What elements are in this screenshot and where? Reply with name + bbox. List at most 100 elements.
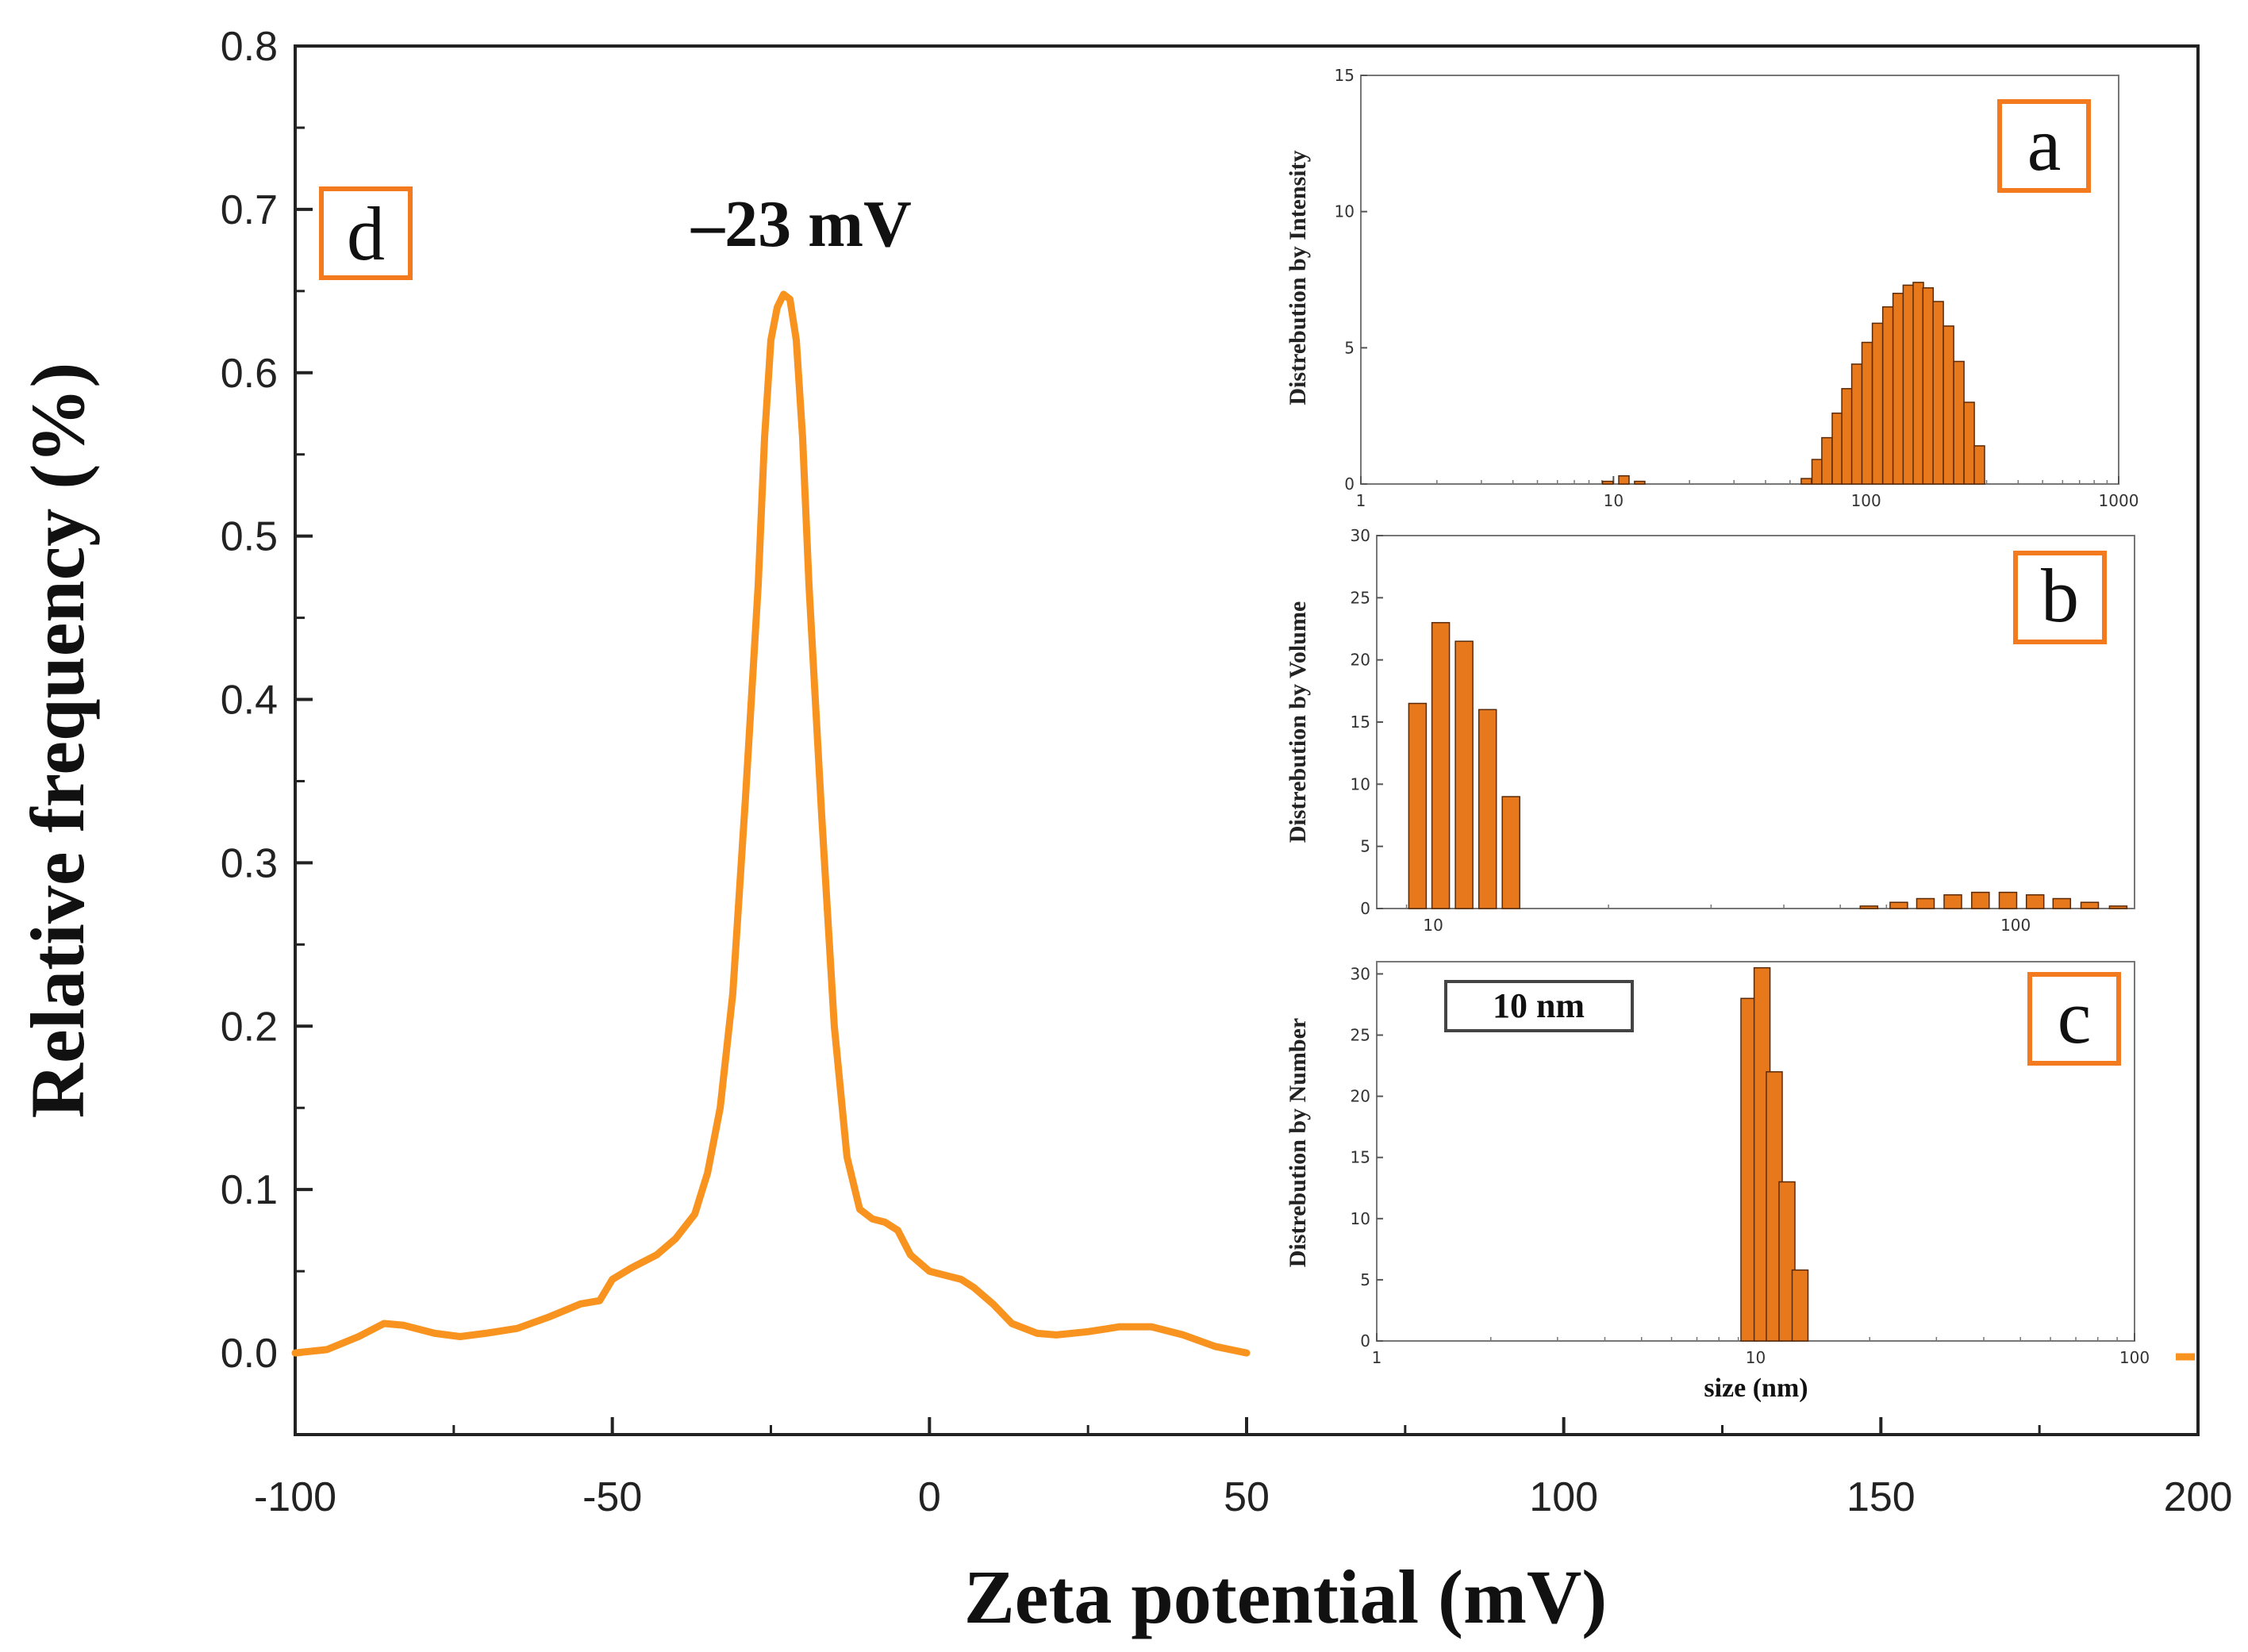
main-x-axis: -100 -50 0 50 100 150 200: [254, 1417, 2232, 1520]
inset-y-tick-label: 5: [1360, 1270, 1370, 1289]
inset-bar: [2052, 897, 2072, 909]
inset-bar: [1916, 897, 1935, 909]
panel-c-label: c: [2058, 974, 2092, 1059]
inset-y-tick-label: 5: [1360, 837, 1370, 856]
inset-bar: [2080, 901, 2100, 909]
panel-d-label-box: [319, 186, 413, 280]
inset-bar: [1850, 363, 1863, 485]
y-tick-label: 0.5: [221, 514, 278, 560]
main-x-axis-title: Zeta potential (mV): [964, 1554, 1608, 1639]
y-tick-label: 0.8: [221, 24, 278, 70]
x-tick-label: 100: [1529, 1474, 1598, 1520]
inset-a-axes: 0 5 10 15 1 10 100 1000: [1335, 66, 2139, 510]
x-tick-label: 150: [1846, 1474, 1916, 1520]
inset-bar: [1973, 445, 1985, 485]
inset-x-tick-label: 100: [2000, 916, 2031, 935]
inset-bar: [1998, 891, 2018, 909]
inset-bar: [1408, 702, 1428, 909]
peak-annotation: –23 mV: [690, 187, 912, 261]
inset-bar: [1800, 478, 1812, 485]
zeta-distribution-line: [291, 290, 1251, 1357]
inset-bar: [1902, 284, 1915, 485]
y-tick-label: 0.3: [221, 840, 278, 886]
inset-c-axes: 0 5 10 15 20 25 30 1 10 100: [1351, 964, 2150, 1367]
inset-a-y-label: Distrebution by Intensity: [1285, 150, 1311, 405]
x-tick-label: 0: [918, 1474, 941, 1520]
inset-bar: [1501, 796, 1520, 909]
inset-y-tick-label: 15: [1335, 66, 1355, 85]
inset-y-tick-label: 0: [1360, 899, 1370, 918]
inset-y-tick-label: 10: [1335, 202, 1355, 221]
inset-a-background: [1274, 70, 2119, 530]
inset-bar: [2025, 894, 2045, 909]
inset-x-tick-label: 10: [1423, 916, 1443, 935]
panel-a-label-box: [1997, 99, 2091, 193]
inset-bar: [1881, 306, 1894, 485]
inset-bar: [1454, 640, 1474, 909]
inset-panel-c: 0 5 10 15 20 25 30 1 10 100 Distrebution by Numbe…: [1274, 951, 2150, 1411]
inset-y-tick-label: 5: [1344, 338, 1355, 357]
inset-panel-b: 0 5 10 15 20 25 30 10 100 Distrebution by Volume…: [1274, 526, 2135, 943]
inset-y-tick-label: 20: [1351, 651, 1370, 670]
inset-b-background: [1274, 530, 2127, 943]
inset-bar: [1618, 474, 1630, 485]
x-tick-label: 50: [1224, 1474, 1270, 1520]
inset-a-bars: [1601, 282, 1985, 485]
inset-bar: [1971, 891, 1990, 909]
size-annotation: 10 nm: [1493, 986, 1585, 1025]
x-tick-label: -100: [254, 1474, 336, 1520]
inset-bar: [1922, 287, 1935, 485]
inset-x-tick-label: 100: [1851, 491, 1881, 510]
inset-bar: [1601, 480, 1614, 485]
inset-x-tick-label: 100: [2119, 1348, 2150, 1367]
inset-bar: [1841, 388, 1853, 485]
inset-bar: [1831, 412, 1843, 485]
y-tick-label: 0.6: [221, 351, 278, 397]
inset-c-y-label: Distrebution by Number: [1285, 1018, 1311, 1267]
inset-y-tick-label: 30: [1351, 526, 1370, 545]
inset-y-tick-label: 10: [1351, 1209, 1370, 1228]
panel-c-label-box: [2027, 972, 2121, 1066]
inset-bar: [1791, 1269, 1809, 1342]
inset-b-bars: [1408, 621, 2128, 909]
inset-bar: [1943, 325, 1954, 485]
y-tick-label: 0.4: [221, 678, 278, 724]
y-tick-label: 0.2: [221, 1004, 278, 1050]
inset-y-tick-label: 10: [1351, 774, 1370, 793]
main-y-axis-title: Relative frequency (%): [15, 363, 100, 1119]
inset-x-tick-label: 10: [1604, 491, 1624, 510]
inset-x-tick-label: 10: [1746, 1348, 1766, 1367]
inset-bar: [1889, 901, 1908, 909]
inset-x-tick-label: 1: [1356, 491, 1366, 510]
panel-d-label: d: [347, 191, 385, 276]
inset-bar: [1912, 282, 1924, 485]
inset-bar: [1634, 480, 1646, 485]
inset-bar: [1963, 401, 1975, 485]
inset-y-tick-label: 30: [1351, 964, 1370, 983]
inset-bar: [1478, 709, 1497, 909]
panel-b-label: b: [2041, 553, 2079, 638]
main-chart-panel-d: 0.00.10.20.30.40.50.60.70.8 -100 -50 0 50 10…: [15, 24, 2232, 1639]
inset-bar: [1821, 436, 1833, 485]
panel-b-label-box: [2013, 551, 2107, 644]
inset-bar: [1811, 459, 1823, 485]
inset-y-tick-label: 20: [1351, 1087, 1370, 1106]
y-tick-label: 0.7: [221, 187, 278, 233]
inset-bar: [1871, 322, 1884, 485]
inset-y-tick-label: 15: [1351, 713, 1370, 732]
inset-c-background: [1274, 951, 2138, 1411]
x-tick-label: -50: [582, 1474, 642, 1520]
inset-bar: [2108, 905, 2128, 909]
inset-y-tick-label: 0: [1360, 1331, 1370, 1350]
inset-y-tick-label: 25: [1351, 588, 1370, 607]
inset-a-frame: [1360, 75, 2119, 485]
inset-bar: [1953, 360, 1965, 485]
y-tick-label: 0.0: [221, 1331, 278, 1377]
inset-b-y-label: Distrebution by Volume: [1285, 601, 1311, 843]
panel-a-label: a: [2027, 102, 2062, 186]
inset-x-tick-label: 1000: [2099, 491, 2139, 510]
inset-bar: [1778, 1181, 1796, 1342]
inset-x-tick-label: 1: [1372, 1348, 1382, 1367]
inset-panel-a: 0 5 10 15 1 10 100 1000 Distrebution by Intensi…: [1274, 66, 2138, 530]
inset-y-tick-label: 0: [1344, 474, 1355, 494]
